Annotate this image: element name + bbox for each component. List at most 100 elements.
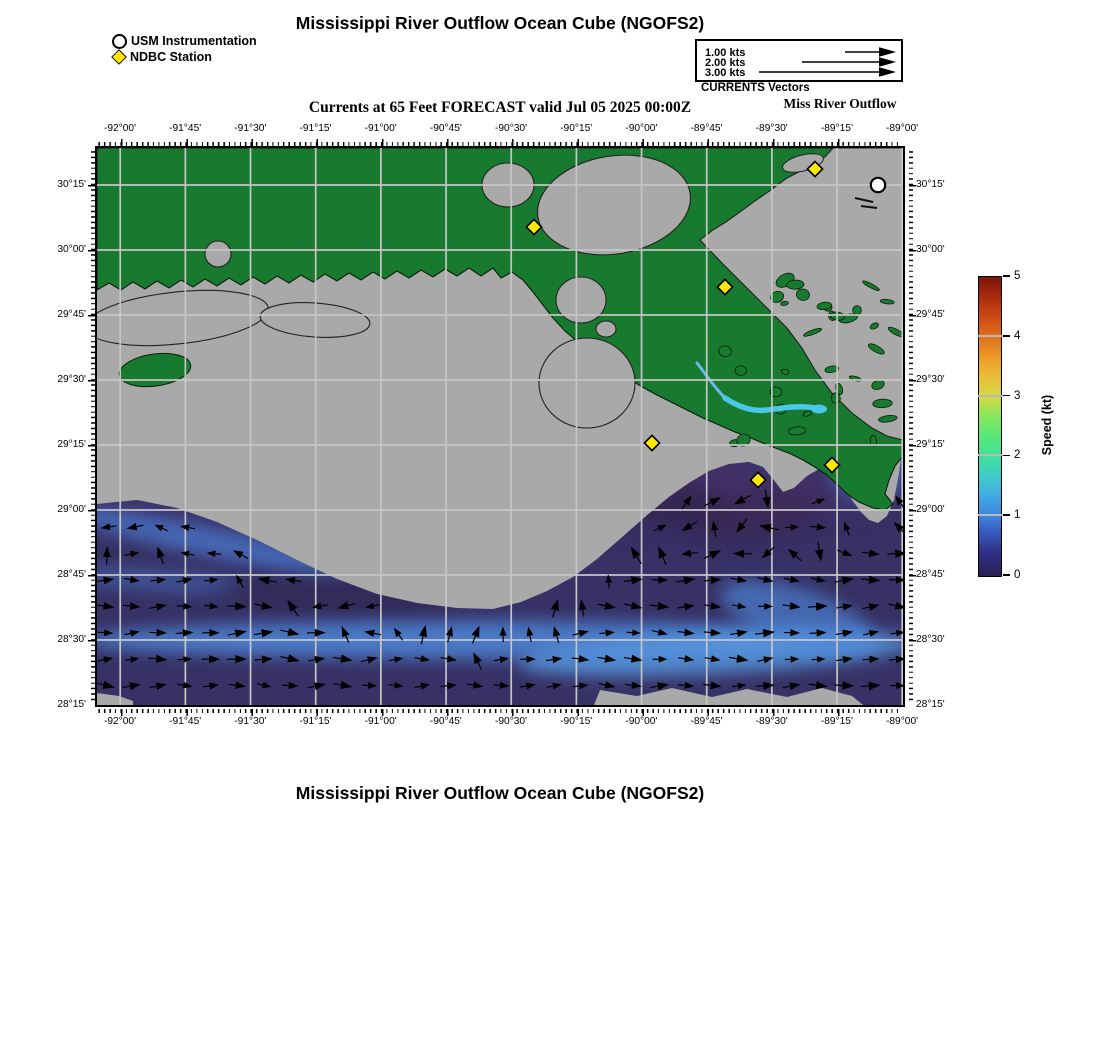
current-arrow — [364, 602, 374, 609]
small-islets — [854, 196, 877, 209]
current-arrow — [710, 654, 721, 662]
current-arrow-tail — [649, 685, 658, 688]
current-arrow — [763, 602, 773, 610]
current-arrow — [472, 681, 483, 689]
lat-tick-label-right: 29°15' — [916, 439, 945, 450]
current-arrow-tail — [176, 683, 183, 686]
current-arrow-tail — [123, 577, 131, 580]
current-arrow — [261, 681, 271, 688]
current-vectors-layer — [96, 488, 903, 690]
current-arrow — [311, 601, 322, 609]
current-arrow-tail — [373, 632, 381, 635]
current-arrow-tail — [861, 605, 870, 609]
current-arrow-tail — [161, 527, 168, 531]
current-arrow — [525, 655, 536, 663]
current-arrow — [208, 628, 220, 637]
current-arrow — [656, 681, 669, 690]
current-arrow-tail — [756, 576, 764, 580]
current-arrow-tail — [769, 526, 779, 530]
current-arrow-tail — [768, 545, 775, 552]
current-arrow — [709, 680, 722, 689]
current-arrow-tail — [834, 579, 843, 583]
current-arrow — [895, 681, 903, 689]
current-arrow-tail — [862, 632, 870, 635]
current-arrow-tail — [888, 658, 896, 661]
current-arrow-tail — [860, 684, 869, 687]
current-arrow — [656, 523, 667, 531]
current-arrow — [234, 654, 247, 663]
current-arrow-tail — [783, 577, 791, 580]
current-arrow-tail — [492, 683, 500, 686]
speed-colorbar — [978, 276, 1002, 577]
current-arrow — [789, 628, 800, 636]
lon-tick-label-top: -90°45' — [429, 123, 462, 134]
current-arrow-tail — [414, 685, 421, 688]
current-arrow-tail — [703, 501, 711, 506]
speed-band — [96, 566, 247, 593]
current-arrow — [499, 625, 507, 636]
current-arrow — [313, 681, 326, 690]
lon-tick-label-bottom: -90°45' — [429, 716, 462, 727]
current-arrow-tail — [372, 603, 379, 606]
current-arrow-tail — [477, 661, 482, 670]
lat-tick-label-left: 28°45' — [57, 569, 86, 580]
current-arrow — [419, 654, 430, 662]
current-arrow-tail — [703, 630, 711, 633]
current-arrow — [102, 545, 111, 557]
current-arrow — [631, 628, 641, 636]
current-arrow — [762, 655, 774, 663]
current-arrow — [260, 601, 273, 610]
current-arrow-tail — [528, 635, 532, 642]
current-arrow — [550, 598, 559, 611]
ndbc-station-marker — [822, 455, 841, 474]
current-arrow — [761, 548, 772, 558]
current-arrow — [630, 546, 641, 559]
current-arrow — [102, 601, 114, 610]
current-arrow-tail — [202, 684, 210, 687]
current-arrow — [446, 681, 457, 690]
current-arrow — [868, 602, 880, 611]
current-arrow — [336, 601, 349, 609]
lat-tick-label-right: 30°15' — [916, 179, 945, 190]
current-arrow — [366, 655, 378, 664]
lon-tick-label-bottom: -91°45' — [169, 716, 202, 727]
current-arrow-tail — [598, 682, 606, 685]
current-arrow — [209, 576, 219, 584]
marsh-islet — [867, 342, 885, 354]
current-arrow — [895, 655, 903, 663]
current-arrow — [709, 601, 721, 610]
current-arrow-tail — [704, 656, 711, 659]
lat-tick-label-left: 29°30' — [57, 374, 86, 385]
current-arrow-tail — [446, 635, 450, 643]
current-arrow-tail — [794, 554, 802, 561]
current-arrow — [894, 494, 903, 505]
lat-tick-label-left: 30°15' — [57, 179, 86, 190]
current-arrow — [816, 522, 826, 530]
top-axis-minor-ticks — [97, 141, 903, 146]
current-arrow — [156, 545, 165, 558]
current-arrow-tail — [203, 604, 210, 607]
current-arrow-tail — [360, 658, 368, 662]
current-arrow-tail — [519, 684, 527, 688]
vector-key-caption: CURRENTS Vectors — [701, 82, 810, 94]
colorbar-tick-label: 5 — [1014, 270, 1021, 282]
current-arrow-tail — [388, 683, 395, 686]
current-arrow — [206, 550, 216, 557]
lon-tick-label-top: -89°00' — [885, 123, 919, 134]
current-arrow-tail — [347, 602, 356, 606]
current-arrow-tail — [782, 603, 790, 607]
current-arrow — [841, 548, 852, 556]
current-arrow — [182, 655, 192, 663]
current-arrow-tail — [809, 525, 817, 528]
colorbar-tick — [1003, 394, 1010, 397]
current-arrow — [603, 601, 616, 610]
current-arrow — [313, 655, 325, 663]
stations-layer — [524, 159, 886, 489]
current-arrow-tail — [294, 579, 302, 582]
current-arrow — [868, 629, 879, 637]
colorbar-tick-label: 4 — [1014, 329, 1021, 342]
lon-tick-label-top: -90°00' — [625, 123, 658, 134]
current-arrow-tail — [388, 658, 395, 661]
map-frame — [94, 145, 905, 707]
current-arrow-tail — [279, 655, 288, 659]
